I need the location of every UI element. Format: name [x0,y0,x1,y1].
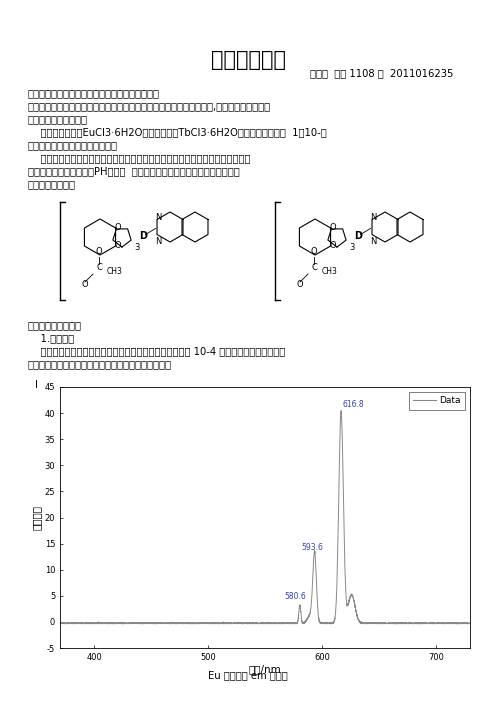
Text: D: D [354,231,362,241]
Text: 容量瓶、自封袋、角匙、PH试纸，  红外光谱仪、荧光光谱仪和紫外光谱仪。: 容量瓶、自封袋、角匙、PH试纸， 红外光谱仪、荧光光谱仪和紫外光谱仪。 [28,166,240,176]
Text: 催化实验报告: 催化实验报告 [210,50,286,70]
Text: N: N [155,237,161,246]
Text: N: N [370,237,376,246]
Text: 光度计光谱测得配合物的荧光发射光谱图，如图所示：: 光度计光谱测得配合物的荧光发射光谱图，如图所示： [28,359,172,369]
Text: N: N [370,213,376,222]
Text: O: O [82,280,88,289]
Text: I: I [35,380,38,390]
Text: Eu 配合物的 em 光谱图: Eu 配合物的 em 光谱图 [208,670,288,680]
X-axis label: 波长/nm: 波长/nm [248,665,281,675]
Text: C: C [96,263,102,272]
Text: 3: 3 [134,244,140,253]
Text: CH3: CH3 [107,267,123,276]
Text: 四．配合物结构：: 四．配合物结构： [28,179,76,189]
Text: O: O [96,247,102,256]
Text: O: O [330,241,336,251]
Text: 药品：氯化铕（EuCl3·6H2O），氯化铽（TbCl3·6H2O），乙酰水杨酸，  1，10-邻: 药品：氯化铕（EuCl3·6H2O），氯化铽（TbCl3·6H2O），乙酰水杨酸… [28,127,327,137]
Text: O: O [330,223,336,232]
Text: 三．实验仪器和药品：: 三．实验仪器和药品： [28,114,88,124]
Text: 616.8: 616.8 [342,400,364,409]
Text: CH3: CH3 [322,267,338,276]
Y-axis label: 荧光强度: 荧光强度 [32,505,42,530]
Legend: Data: Data [409,392,465,409]
Text: C: C [311,263,317,272]
Text: O: O [310,247,317,256]
Text: 赵思琪  应化 1108 班  2011016235: 赵思琪 应化 1108 班 2011016235 [310,68,454,78]
Text: O: O [297,280,304,289]
Text: 称取一定量配合物样品溶解于二氯甲烷中，配制成浓度为 10-4 的样品溶液，于荧光分光: 称取一定量配合物样品溶解于二氯甲烷中，配制成浓度为 10-4 的样品溶液，于荧光… [28,346,285,356]
Text: O: O [115,223,122,232]
Text: 五．实验结果分析：: 五．实验结果分析： [28,320,82,330]
Text: O: O [115,241,122,251]
Text: D: D [139,231,147,241]
Text: 菲咯啉，乙醇，三乙胺，二氯甲烷: 菲咯啉，乙醇，三乙胺，二氯甲烷 [28,140,118,150]
Text: 1.荧光分析: 1.荧光分析 [28,333,74,343]
Text: 一．实验名称：稀土有机配合物的制备及性能测定: 一．实验名称：稀土有机配合物的制备及性能测定 [28,88,160,98]
Text: 593.6: 593.6 [301,543,323,552]
Text: 3: 3 [349,244,355,253]
Text: 580.6: 580.6 [284,592,306,601]
Text: 二．实验目的：掌握稀土盐和稀土有机配合物的制备方法以及荧光光谱,红外光谱的分析用。: 二．实验目的：掌握稀土盐和稀土有机配合物的制备方法以及荧光光谱,红外光谱的分析用… [28,101,271,111]
Text: 仪器：荧光灯，电磁搅拌，水泵，干燥器，沙板漏斗、抽滤瓶、烧杯、玻璃棒、: 仪器：荧光灯，电磁搅拌，水泵，干燥器，沙板漏斗、抽滤瓶、烧杯、玻璃棒、 [28,153,250,163]
Text: N: N [155,213,161,222]
